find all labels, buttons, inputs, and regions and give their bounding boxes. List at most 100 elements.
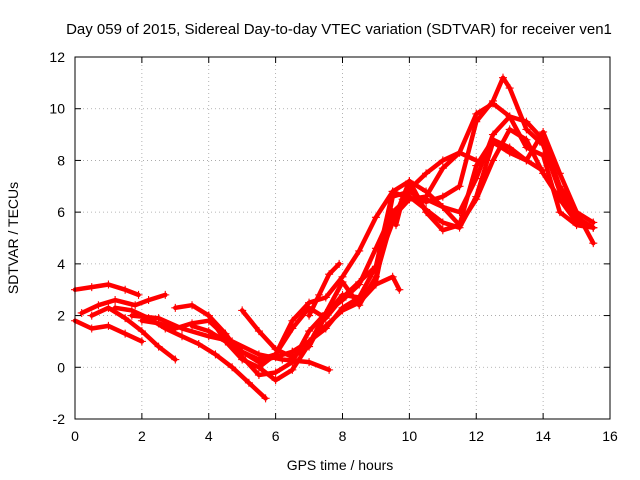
data-point	[355, 246, 364, 255]
data-point	[398, 195, 407, 204]
x-tick-label: 10	[402, 428, 418, 444]
data-point	[325, 365, 334, 374]
data-point	[472, 174, 481, 183]
x-tick-label: 14	[535, 428, 551, 444]
data-point	[325, 270, 334, 279]
data-point	[171, 355, 180, 364]
series-track-4	[87, 303, 180, 364]
data-point	[522, 125, 531, 134]
data-point	[505, 112, 514, 121]
series-line	[79, 292, 168, 316]
series-track-15	[392, 148, 481, 230]
data-point	[238, 306, 247, 315]
series-layer	[71, 73, 598, 403]
data-point	[392, 221, 400, 230]
data-point	[161, 290, 170, 299]
data-point	[555, 187, 564, 196]
x-axis-label: GPS time / hours	[287, 457, 394, 473]
data-point	[371, 213, 380, 222]
data-point	[121, 285, 130, 294]
data-point	[488, 156, 497, 165]
data-point	[254, 371, 263, 380]
data-point	[221, 329, 230, 338]
data-point	[134, 290, 143, 299]
data-point	[288, 316, 297, 325]
grid	[75, 57, 610, 419]
data-point	[488, 96, 497, 105]
data-point	[204, 311, 213, 320]
data-point	[438, 218, 447, 227]
x-tick-label: 2	[138, 428, 146, 444]
data-point	[438, 156, 447, 165]
series-track-2	[77, 290, 170, 317]
data-point	[472, 156, 481, 165]
data-point	[505, 125, 514, 134]
data-point	[438, 226, 447, 235]
data-point	[589, 223, 598, 232]
series-line	[89, 305, 178, 362]
y-tick-label: -2	[53, 411, 66, 427]
data-point	[321, 324, 330, 333]
data-point	[472, 192, 481, 201]
data-point	[589, 239, 598, 248]
data-point	[228, 363, 237, 372]
series-track-13	[288, 73, 598, 356]
data-point	[238, 352, 247, 361]
data-point	[455, 208, 464, 217]
data-point	[261, 394, 270, 403]
data-point	[137, 327, 146, 336]
x-tick-label: 4	[205, 428, 213, 444]
data-point	[254, 363, 263, 372]
data-point	[455, 148, 464, 157]
data-point	[422, 205, 431, 214]
data-point	[338, 277, 347, 286]
data-point	[395, 285, 404, 294]
data-point	[121, 314, 130, 323]
data-point	[111, 296, 120, 305]
data-point	[438, 192, 447, 201]
data-point	[171, 324, 180, 333]
series-track-11	[238, 112, 598, 361]
data-point	[572, 221, 581, 230]
data-point	[505, 84, 514, 93]
data-point	[422, 169, 431, 178]
data-point	[178, 332, 186, 341]
data-point	[194, 340, 203, 349]
data-point	[572, 213, 581, 222]
series-markers	[87, 303, 180, 364]
data-point	[188, 321, 197, 330]
data-point	[144, 296, 153, 305]
data-point	[137, 316, 146, 325]
data-point	[288, 324, 297, 333]
data-point	[104, 280, 113, 289]
data-point	[405, 177, 414, 186]
data-point	[539, 127, 548, 136]
data-point	[371, 277, 380, 286]
data-point	[405, 195, 414, 204]
data-point	[338, 303, 347, 312]
data-point	[438, 164, 447, 173]
y-tick-label: 2	[57, 308, 65, 324]
data-point	[171, 303, 180, 312]
data-point	[87, 324, 96, 333]
data-point	[94, 301, 103, 310]
x-tick-label: 16	[602, 428, 618, 444]
data-point	[321, 308, 330, 317]
data-point	[137, 337, 146, 346]
data-point	[154, 319, 163, 328]
data-point	[221, 337, 230, 346]
series-line	[306, 261, 342, 318]
x-tick-label: 0	[71, 428, 79, 444]
data-point	[522, 143, 531, 152]
data-point	[499, 73, 507, 82]
data-point	[488, 130, 497, 139]
series-markers	[305, 259, 344, 320]
data-point	[121, 329, 130, 338]
data-point	[305, 311, 314, 320]
data-point	[338, 290, 347, 299]
data-point	[87, 283, 96, 292]
data-point	[271, 376, 280, 385]
x-tick-label: 8	[339, 428, 347, 444]
